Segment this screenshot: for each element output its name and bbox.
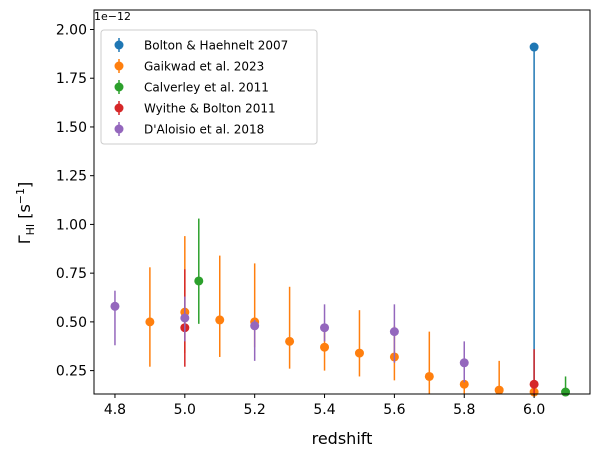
y-tick-label: 1.00	[56, 217, 87, 233]
data-point	[320, 342, 330, 352]
plot-marks	[110, 42, 571, 397]
y-tick-label: 0.50	[56, 315, 87, 331]
x-tick-label: 5.2	[244, 402, 266, 418]
series-group	[110, 290, 469, 383]
legend-marker	[114, 61, 124, 71]
legend-label: Wyithe & Bolton 2011	[144, 102, 276, 116]
x-axis: 4.8 5.0 5.2 5.4 5.6 5.8 6.0	[104, 394, 545, 418]
data-point	[285, 336, 295, 346]
y-axis-label-unit-close: ]	[15, 182, 34, 188]
data-point	[250, 321, 260, 331]
legend-label: Calverley et al. 2011	[144, 81, 269, 95]
data-point	[145, 317, 155, 327]
x-tick-label: 4.8	[104, 402, 126, 418]
data-point	[459, 358, 469, 368]
data-point	[494, 385, 504, 395]
legend-box	[100, 29, 318, 145]
x-tick-label: 5.0	[174, 402, 196, 418]
y-tick-label: 2.00	[56, 22, 87, 38]
data-point	[529, 42, 539, 52]
data-point	[110, 301, 120, 311]
series-group	[194, 218, 571, 397]
data-point	[561, 387, 571, 397]
legend-marker	[114, 82, 124, 92]
y-tick-label: 1.50	[56, 120, 87, 136]
y-axis-label-unit-open: [s	[15, 204, 34, 224]
legend-marker	[114, 124, 124, 134]
data-point	[194, 276, 204, 286]
data-point	[459, 379, 469, 389]
y-axis: 0.25 0.50 0.75 1.00 1.25 1.50 1.75 2.00	[56, 22, 94, 380]
y-tick-label: 1.75	[56, 71, 87, 87]
y-axis-label-base: Γ	[15, 235, 34, 244]
legend: Bolton & Haehnelt 2007 Gaikwad et al. 202…	[100, 29, 318, 145]
series-group	[529, 42, 539, 394]
legend-label: Bolton & Haehnelt 2007	[144, 39, 288, 53]
data-point	[389, 327, 399, 337]
legend-label: Gaikwad et al. 2023	[144, 60, 264, 74]
data-point	[529, 379, 539, 389]
legend-marker	[114, 40, 124, 50]
y-axis-label-sub: HI	[24, 224, 37, 236]
y-offset-label: 1e−12	[94, 10, 131, 23]
data-point	[424, 371, 434, 381]
y-axis-label-sup: −1	[14, 188, 27, 204]
x-axis-label: redshift	[312, 429, 373, 448]
data-point	[320, 323, 330, 333]
x-tick-label: 6.0	[523, 402, 545, 418]
legend-label: D'Aloisio et al. 2018	[144, 123, 264, 137]
x-tick-label: 5.4	[313, 402, 335, 418]
data-point	[180, 313, 190, 323]
y-tick-label: 0.75	[56, 266, 87, 282]
data-point	[354, 348, 364, 358]
x-tick-label: 5.6	[383, 402, 405, 418]
y-axis-label: ΓHI [s−1]	[14, 182, 37, 245]
x-tick-label: 5.8	[453, 402, 475, 418]
y-tick-label: 0.25	[56, 364, 87, 380]
data-point	[215, 315, 225, 325]
y-tick-label: 1.25	[56, 169, 87, 185]
plot-frame	[93, 9, 591, 395]
legend-marker	[114, 103, 124, 113]
